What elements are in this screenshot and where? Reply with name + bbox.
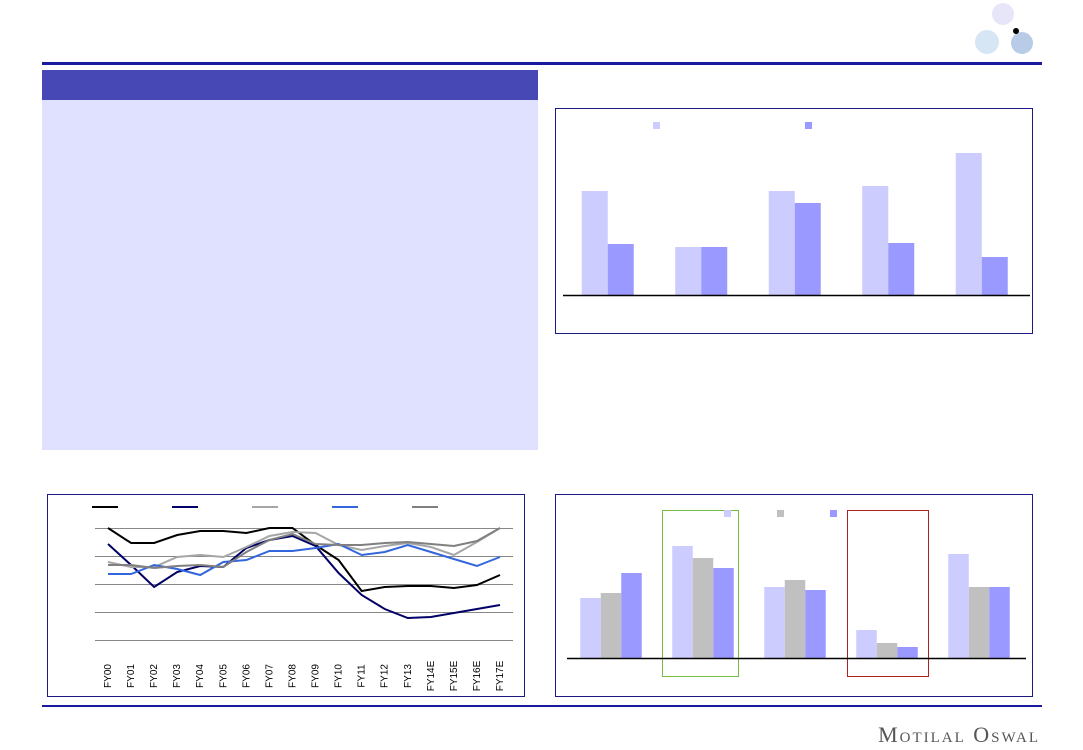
series-line [108, 527, 501, 570]
bar [600, 593, 622, 658]
legend-swatch [724, 510, 731, 517]
highlight-box [662, 510, 739, 677]
bar [968, 587, 990, 658]
x-tick-label: FY13 [403, 664, 414, 688]
series-line [107, 527, 501, 593]
x-tick-label: FY01 [126, 664, 137, 688]
panel-header [42, 70, 538, 100]
bar [888, 243, 915, 295]
x-tick-label: FY14E [426, 660, 437, 691]
x-tick-label: FY17E [495, 660, 506, 691]
bar [692, 558, 714, 658]
bar [675, 247, 702, 295]
bar [672, 546, 693, 658]
legend-swatch [653, 122, 660, 129]
brand: Motilal Oswal [878, 722, 1040, 747]
legend-swatch [777, 510, 784, 517]
bar [981, 257, 1008, 295]
x-tick-label: FY15E [449, 660, 460, 691]
x-tick-label: FY06 [241, 664, 252, 688]
bar [805, 590, 826, 658]
bar [989, 587, 1010, 658]
series-line [107, 527, 501, 568]
bar [764, 587, 785, 658]
bar [856, 630, 877, 658]
bar [897, 647, 918, 658]
x-tick-label: FY12 [380, 664, 391, 688]
bar [955, 153, 982, 295]
legend-swatch [830, 510, 837, 517]
x-tick-label: FY09 [311, 664, 322, 688]
bar [701, 247, 728, 295]
x-tick-label: FY04 [195, 664, 206, 688]
bar [794, 203, 821, 295]
bar [784, 580, 806, 658]
logo [975, 3, 1033, 54]
x-tick-label: FY07 [264, 664, 275, 688]
header-rule [42, 62, 1042, 65]
footer-rule [42, 705, 1042, 707]
x-tick-label: FY08 [287, 664, 298, 688]
bar [713, 568, 734, 658]
x-tick-label: FY11 [357, 664, 368, 688]
x-tick-label: FY03 [172, 664, 183, 688]
bar [580, 598, 601, 658]
legend-swatch [805, 122, 812, 129]
bar [607, 244, 634, 295]
bar [876, 643, 898, 658]
bar [581, 191, 608, 295]
x-tick-label: FY00 [103, 664, 114, 688]
x-tick-label: FY02 [149, 664, 160, 688]
text-panel [42, 100, 538, 450]
series-line [107, 534, 501, 620]
series-line [108, 542, 501, 577]
x-tick-label: FY16E [472, 660, 483, 691]
x-tick-label: FY10 [334, 664, 345, 688]
x-tick-label: FY05 [218, 664, 229, 688]
bar [768, 191, 795, 295]
bar [621, 573, 642, 658]
highlight-box [847, 510, 929, 677]
bar [948, 554, 969, 658]
bar [862, 186, 889, 295]
